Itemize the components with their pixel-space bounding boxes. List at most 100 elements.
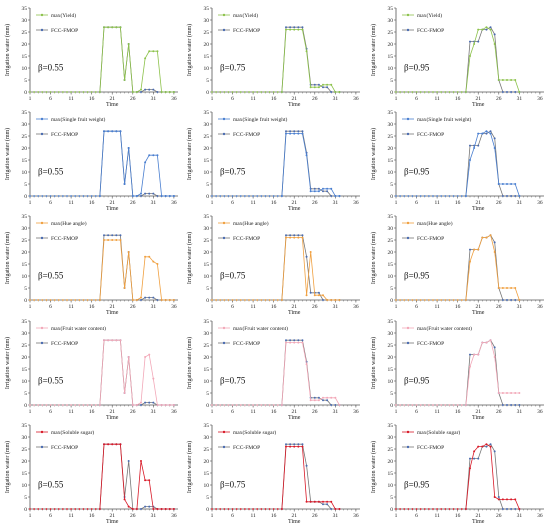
data-point-max (497, 183, 500, 185)
baseline-point (448, 91, 451, 93)
baseline-point (37, 299, 40, 301)
data-point-max (119, 26, 122, 29)
baseline-point (53, 195, 56, 197)
x-tick-label: 16 (455, 513, 461, 519)
data-point-max (309, 251, 312, 253)
beta-label: β=0.95 (404, 479, 430, 489)
data-point-fcc (111, 234, 114, 237)
data-point-fcc (330, 404, 333, 406)
legend-label-max: max(Yield) (417, 12, 442, 19)
baseline-point (423, 299, 426, 301)
data-point-fcc (301, 443, 304, 446)
data-point-fcc (489, 26, 492, 29)
baseline-point (252, 508, 255, 510)
baseline-point (423, 508, 426, 510)
y-tick-label: 0 (24, 507, 27, 513)
x-tick-label: 1 (29, 96, 32, 102)
y-tick-label: 10 (388, 170, 394, 176)
y-tick-label: 0 (206, 90, 209, 96)
x-axis-label: Time (106, 310, 119, 316)
data-point-max (289, 236, 292, 239)
y-tick-label: 0 (206, 194, 209, 200)
data-point-max (481, 341, 484, 344)
x-axis-label: Time (472, 415, 485, 421)
data-point-fcc (305, 464, 308, 467)
legend-label-max: max(Fruit water content) (417, 325, 472, 332)
baseline-point (460, 299, 463, 301)
data-point-fcc (152, 192, 155, 195)
data-point-fcc (309, 291, 312, 294)
data-point-max (119, 339, 122, 342)
y-tick-label: 15 (388, 471, 394, 477)
y-tick-label: 15 (388, 367, 394, 373)
baseline-point (419, 404, 422, 406)
data-point-fcc (510, 299, 513, 301)
baseline-point (57, 404, 60, 406)
data-point-fcc (322, 503, 324, 506)
baseline-point (407, 404, 410, 406)
baseline-point (423, 91, 426, 93)
x-tick-label: 1 (211, 304, 214, 310)
data-point-max (309, 190, 312, 193)
data-point-fcc (148, 192, 151, 195)
data-point-fcc (289, 234, 292, 237)
x-tick-label: 31 (517, 409, 523, 415)
series-line-max (99, 443, 174, 510)
data-point-max (172, 508, 175, 510)
data-point-max (289, 445, 292, 448)
baseline-point (66, 195, 68, 197)
data-point-fcc (501, 508, 504, 510)
y-tick-label: 0 (24, 194, 27, 200)
data-point-max (477, 132, 480, 135)
data-point-fcc (293, 443, 296, 446)
y-tick-label: 20 (22, 146, 28, 152)
baseline-point (74, 404, 77, 406)
x-tick-label: 31 (151, 513, 157, 519)
baseline-point (235, 91, 238, 93)
y-tick-label: 10 (22, 170, 28, 176)
legend-label-max: max(Single fruit weight) (233, 116, 288, 123)
beta-label: β=0.75 (220, 166, 246, 176)
x-tick-label: 26 (312, 200, 318, 206)
data-point-max (148, 479, 151, 482)
baseline-point (227, 195, 230, 197)
legend-marker-fcc (406, 28, 410, 32)
x-tick-label: 16 (89, 96, 95, 102)
baseline-point (395, 299, 397, 301)
baseline-point (423, 404, 426, 406)
baseline-point (223, 91, 226, 93)
x-axis-label: Time (288, 415, 301, 421)
x-tick-label: 1 (211, 96, 214, 102)
data-point-max (322, 396, 324, 399)
beta-label: β=0.55 (38, 62, 64, 72)
data-point-max (469, 55, 471, 57)
data-point-max (305, 500, 308, 503)
y-tick-label: 30 (388, 331, 394, 337)
baseline-point (419, 299, 422, 301)
x-axis-label: Time (106, 519, 119, 523)
data-point-fcc (293, 26, 296, 29)
x-tick-label: 36 (353, 200, 359, 206)
data-point-max (168, 508, 171, 510)
data-point-fcc (144, 505, 147, 508)
x-tick-label: 11 (250, 513, 256, 519)
data-point-fcc (313, 396, 316, 399)
legend-label-max: max(Hue angle) (51, 220, 87, 227)
x-tick-label: 11 (68, 96, 74, 102)
data-point-max (152, 508, 155, 510)
data-point-fcc (493, 33, 496, 36)
data-point-fcc (514, 508, 517, 510)
baseline-point (268, 508, 271, 510)
data-point-max (127, 356, 130, 358)
beta-label: β=0.95 (404, 375, 430, 385)
data-point-max (464, 195, 467, 197)
y-tick-label: 0 (390, 194, 393, 200)
baseline-point (53, 299, 56, 301)
baseline-point (29, 508, 31, 510)
data-point-max (305, 154, 308, 157)
x-tick-label: 6 (415, 304, 418, 310)
y-tick-label: 15 (204, 471, 210, 477)
data-point-max (305, 294, 308, 297)
